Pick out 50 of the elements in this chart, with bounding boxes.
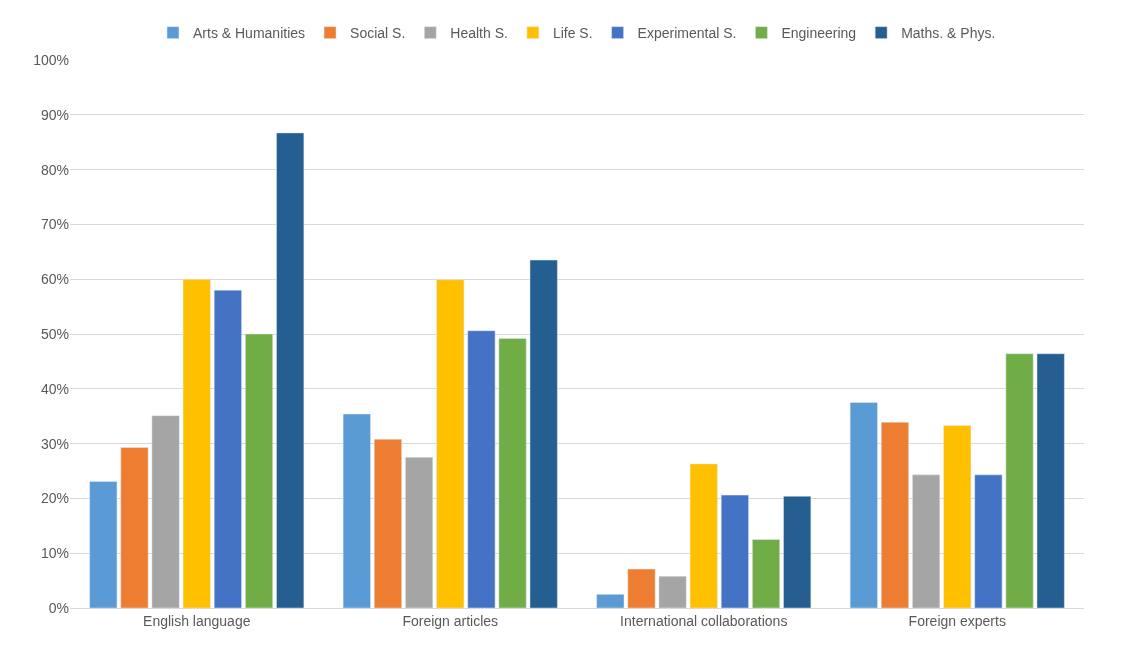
legend-label: Maths. & Phys. bbox=[901, 25, 996, 42]
legend-label: Life S. bbox=[552, 25, 593, 42]
y-tick-label: 100% bbox=[33, 51, 69, 68]
y-tick-label: 60% bbox=[40, 271, 69, 288]
bar bbox=[1036, 353, 1065, 608]
bar bbox=[529, 259, 558, 608]
y-tick-label: 90% bbox=[40, 106, 69, 123]
x-tick-label: Foreign experts bbox=[908, 612, 1006, 629]
bar bbox=[405, 457, 434, 608]
x-tick-label: International collaborations bbox=[620, 612, 788, 629]
bar bbox=[213, 289, 242, 608]
y-tick-label: 40% bbox=[40, 380, 69, 397]
bar bbox=[436, 279, 465, 608]
y-tick-label: 50% bbox=[40, 325, 69, 342]
bar bbox=[151, 415, 180, 608]
bar bbox=[596, 594, 625, 608]
legend-label: Health S. bbox=[450, 25, 508, 42]
legend-label: Engineering bbox=[781, 25, 857, 42]
bar bbox=[943, 425, 972, 608]
bar bbox=[627, 568, 656, 608]
bar bbox=[89, 481, 118, 608]
x-tick-label: English language bbox=[143, 612, 251, 629]
bar bbox=[849, 402, 878, 608]
legend-label: Experimental S. bbox=[637, 25, 737, 42]
bar bbox=[974, 474, 1003, 608]
bar bbox=[912, 474, 941, 608]
y-tick-label: 0% bbox=[48, 599, 69, 616]
bar bbox=[276, 132, 305, 608]
x-tick-label: Foreign articles bbox=[402, 612, 499, 629]
y-tick-label: 10% bbox=[40, 545, 69, 562]
bar bbox=[245, 333, 273, 608]
bar bbox=[120, 447, 149, 608]
bar bbox=[467, 330, 496, 608]
bar bbox=[752, 539, 780, 608]
bar bbox=[720, 494, 749, 608]
bar bbox=[783, 495, 812, 608]
y-tick-label: 30% bbox=[40, 435, 69, 452]
legend-label: Arts & Humanities bbox=[193, 25, 306, 42]
bar bbox=[658, 575, 687, 608]
bar bbox=[881, 421, 909, 608]
y-tick-label: 20% bbox=[40, 490, 69, 507]
y-tick-label: 70% bbox=[40, 216, 69, 233]
bar bbox=[342, 413, 371, 608]
bar bbox=[182, 278, 211, 608]
y-tick-label: 80% bbox=[40, 161, 69, 178]
bar bbox=[1005, 353, 1034, 608]
legend-label: Social S. bbox=[350, 25, 406, 42]
bar bbox=[689, 463, 718, 608]
bar bbox=[374, 438, 402, 608]
bar bbox=[498, 338, 527, 608]
